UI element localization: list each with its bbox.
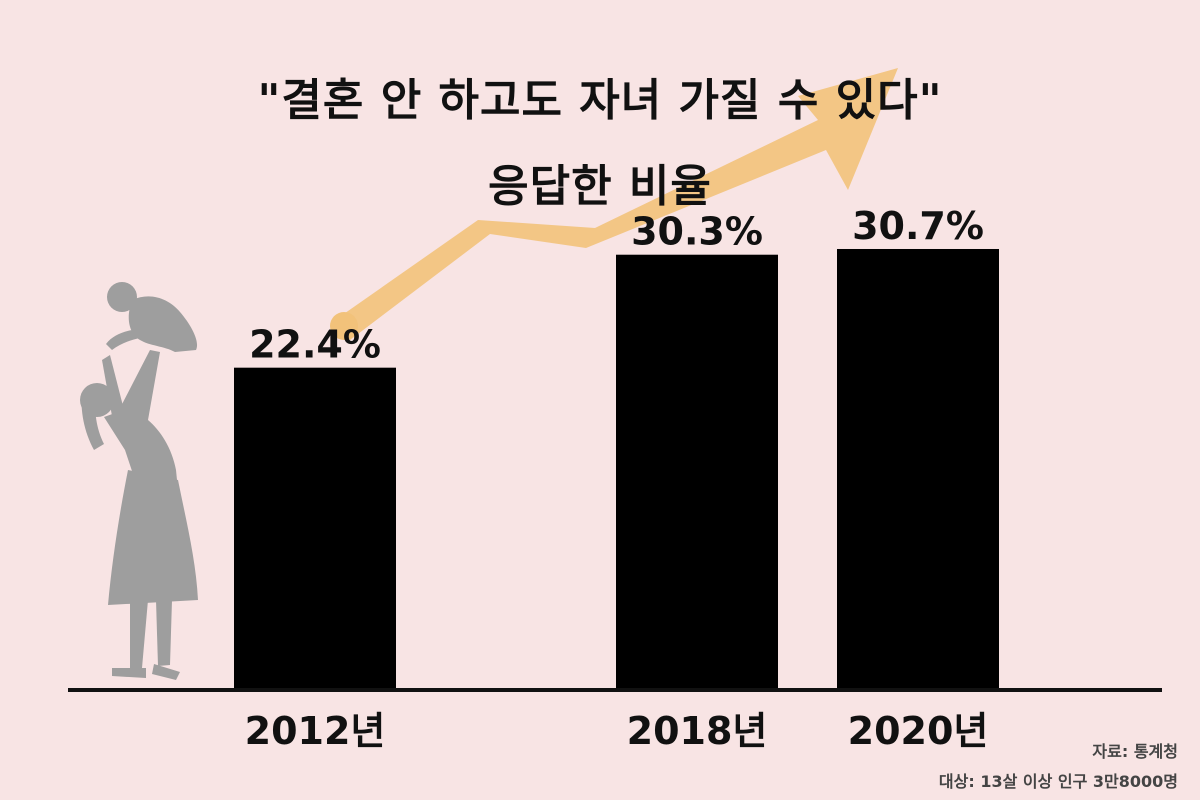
- subject-note: 대상: 13살 이상 인구 3만8000명: [938, 772, 1178, 791]
- bars: [234, 248, 999, 689]
- category-label-1: 2018년: [627, 709, 768, 753]
- category-label-2: 2020년: [848, 709, 989, 753]
- trend-arrow-start: [330, 312, 358, 340]
- value-labels: 22.4% 30.3% 30.7%: [249, 204, 984, 367]
- value-label-0: 22.4%: [249, 323, 381, 367]
- bar-0: [234, 367, 396, 688]
- chart-title-line-2: 응답한 비율: [488, 161, 712, 212]
- value-label-2: 30.7%: [852, 204, 984, 248]
- mother-child-silhouette-icon: [80, 282, 198, 680]
- value-label-1: 30.3%: [631, 210, 763, 254]
- source-note: 자료: 통계청: [1092, 742, 1178, 761]
- trend-arrow-shape: [338, 68, 898, 340]
- chart-title-line-1: "결혼 안 하고도 자녀 가질 수 있다": [257, 75, 943, 126]
- trend-arrow: [330, 68, 898, 340]
- category-labels: 2012년 2018년 2020년: [245, 709, 989, 753]
- category-label-0: 2012년: [245, 709, 386, 753]
- bar-2: [837, 248, 999, 689]
- bar-1: [616, 254, 778, 688]
